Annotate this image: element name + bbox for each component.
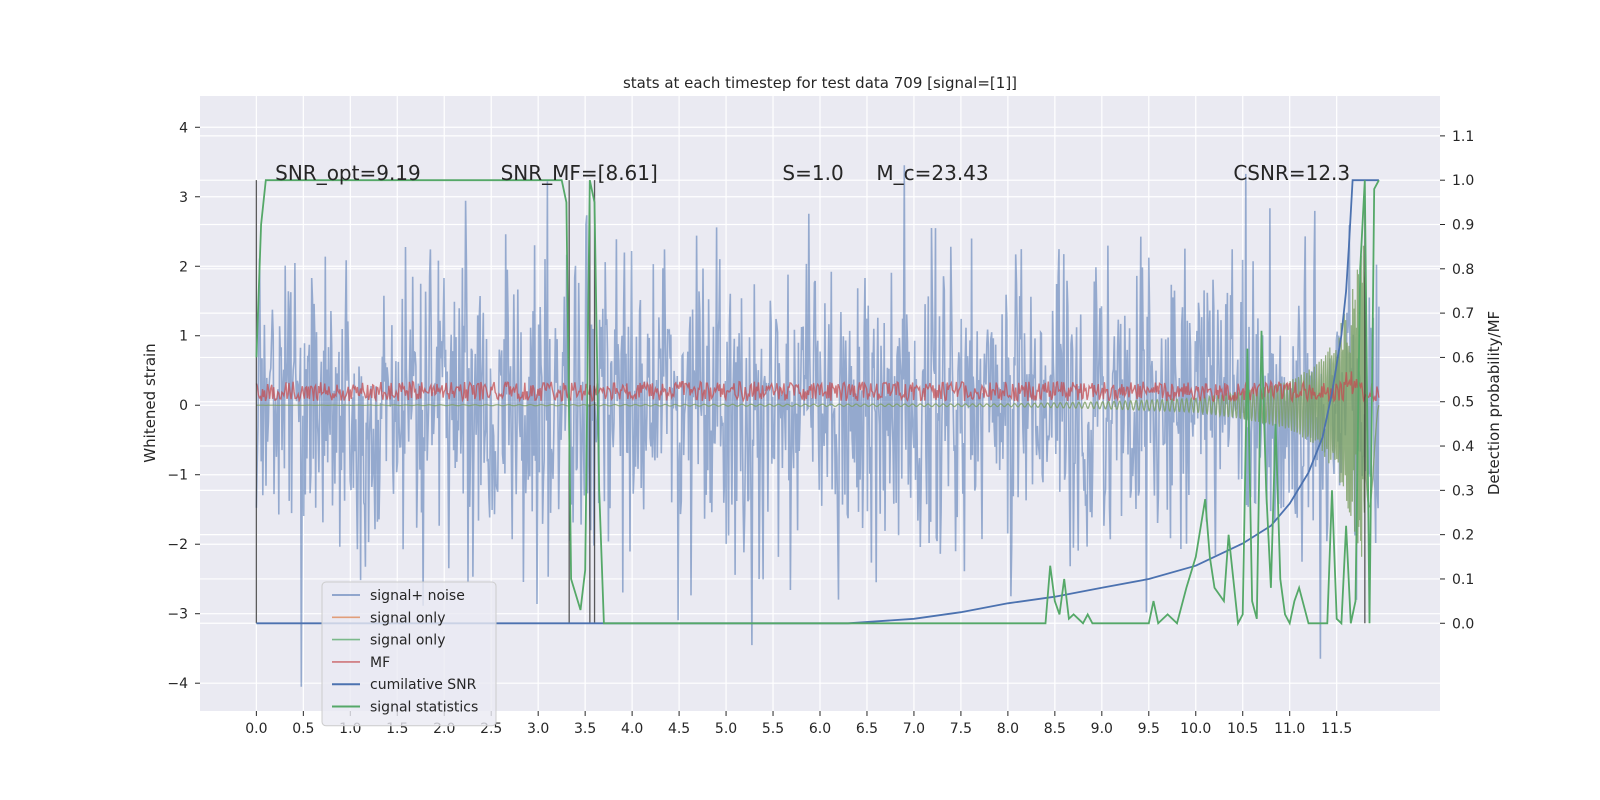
x-tick-label: 10.0 xyxy=(1180,721,1211,737)
annotations: SNR_opt=9.19 SNR_MF=[8.61] S=1.0 M_c=23.43 C… xyxy=(275,161,1350,185)
series-cumulative-snr-line xyxy=(256,179,1379,625)
annotation-text: SNR_opt=9.19 xyxy=(275,161,421,185)
y-right-tick-label: 0.9 xyxy=(1452,217,1474,233)
legend-box xyxy=(321,581,497,727)
y-tick-label: −4 xyxy=(167,676,188,692)
y-right-tick-label: 0.0 xyxy=(1452,616,1474,632)
legend-label: cumilative SNR xyxy=(370,677,477,693)
annotation-text: S=1.0 xyxy=(782,161,843,185)
y-right-tick-label: 1.0 xyxy=(1452,173,1474,189)
legend-label: signal only xyxy=(370,610,445,626)
y-right-tick-label: 1.1 xyxy=(1452,129,1474,145)
y-tick-label: −2 xyxy=(167,537,188,553)
x-tick-label: 10.5 xyxy=(1227,721,1258,737)
y-tick-label: 2 xyxy=(179,259,188,275)
y-right-tick-label: 0.5 xyxy=(1452,395,1474,411)
x-tick-label: 7.0 xyxy=(903,721,925,737)
legend-label: signal only xyxy=(370,633,445,649)
legend-label: signal statistics xyxy=(370,700,478,716)
y-right-tick-label: 0.1 xyxy=(1452,572,1474,588)
x-tick-label: 6.5 xyxy=(856,721,878,737)
plot-layer xyxy=(255,165,1380,687)
series-signal-only-green-line xyxy=(256,245,1380,557)
x-tick-label: 8.0 xyxy=(997,721,1019,737)
y-right-tick-label: 0.2 xyxy=(1452,528,1474,544)
x-tick-label: 11.0 xyxy=(1274,721,1305,737)
x-tick-label: 4.5 xyxy=(668,721,690,737)
x-tick-label: 5.0 xyxy=(715,721,737,737)
series-mf-line xyxy=(255,371,1380,404)
legend: signal+ noise signal only signal only MF cum… xyxy=(321,581,497,727)
x-tick-label: 5.5 xyxy=(762,721,784,737)
x-tick-label: 3.5 xyxy=(574,721,596,737)
x-tick-label: 0.5 xyxy=(292,721,314,737)
legend-label: MF xyxy=(370,655,390,671)
x-tick-label: 7.5 xyxy=(950,721,972,737)
series-signal-statistics-line xyxy=(255,179,1380,627)
y-right-tick-label: 0.3 xyxy=(1452,483,1474,499)
y-tick-label: −3 xyxy=(167,607,188,623)
y-right-tick-label: 0.7 xyxy=(1452,306,1474,322)
y-tick-label: 1 xyxy=(179,329,188,345)
x-tick-label: 9.0 xyxy=(1091,721,1113,737)
x-tick-label: 8.5 xyxy=(1044,721,1066,737)
annotation-text: M_c=23.43 xyxy=(876,161,988,185)
annotation-text: SNR_MF=[8.61] xyxy=(501,161,658,185)
x-tick-label: 4.0 xyxy=(621,721,643,737)
annotation-text: CSNR=12.3 xyxy=(1233,161,1350,185)
x-tick-label: 9.5 xyxy=(1138,721,1160,737)
y-tick-label: 4 xyxy=(179,120,188,136)
legend-label: signal+ noise xyxy=(370,588,465,604)
y-right-tick-label: 0.8 xyxy=(1452,262,1474,278)
x-tick-label: 0.0 xyxy=(245,721,267,737)
y-tick-label: −1 xyxy=(167,468,188,484)
y-right-tick-label: 0.6 xyxy=(1452,350,1474,366)
x-tick-label: 3.0 xyxy=(527,721,549,737)
y-tick-label: 0 xyxy=(179,398,188,414)
y-axis-label: Whitened strain xyxy=(141,343,159,462)
axes: 0.0 0.5 1.0 1.5 2.0 2.5 3.0 3.5 4.0 4.5 5.0 5.5 6.0 6… xyxy=(167,120,1474,737)
y-axis-label-right: Detection probability/MF xyxy=(1485,311,1503,495)
chart-title: stats at each timestep for test data 709… xyxy=(623,74,1017,92)
x-tick-label: 11.5 xyxy=(1321,721,1352,737)
y-right-tick-label: 0.4 xyxy=(1452,439,1474,455)
y-tick-label: 3 xyxy=(179,190,188,206)
series-signal-noise-line xyxy=(255,165,1380,687)
x-tick-label: 6.0 xyxy=(809,721,831,737)
